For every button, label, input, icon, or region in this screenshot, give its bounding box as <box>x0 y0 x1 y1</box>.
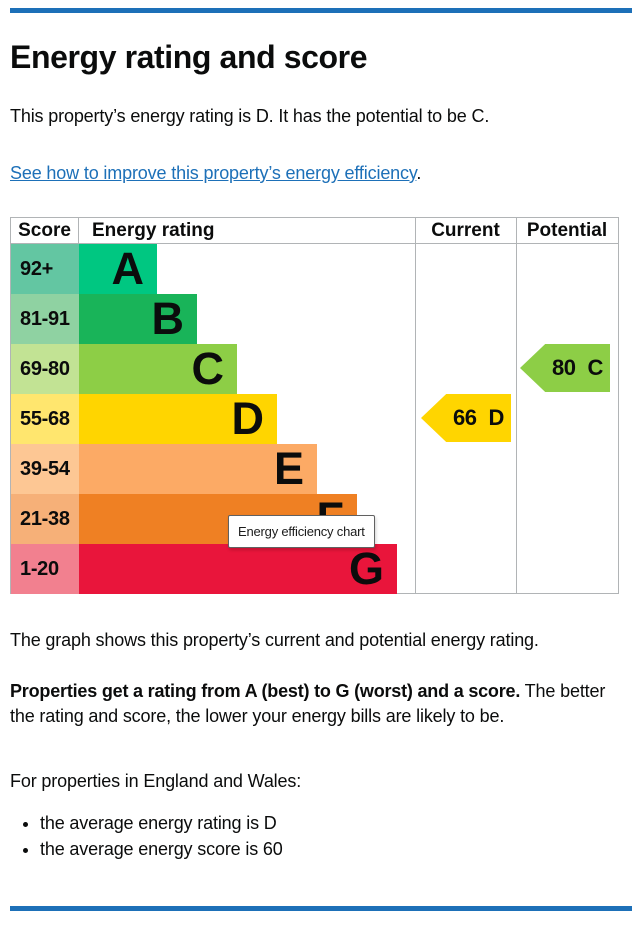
improve-link[interactable]: See how to improve this property’s energ… <box>10 163 417 183</box>
band-row: 55-68 D <box>11 394 618 444</box>
epc-chart-header: Score Energy rating Current Potential <box>11 218 618 244</box>
region-note: For properties in England and Wales: <box>10 771 302 791</box>
band-row: 1-20 G <box>11 544 618 594</box>
rating-explanation-rest: The better the rating and score, the low… <box>10 681 606 726</box>
intro-text: This property’s energy rating is D. It h… <box>10 106 490 126</box>
band-letter: D <box>231 393 264 444</box>
band-letter: G <box>348 543 384 594</box>
column-divider-current <box>415 218 416 593</box>
band-score-range: 81-91 <box>11 294 79 344</box>
bottom-accent-bar <box>10 906 632 911</box>
band-bar: B <box>79 294 197 344</box>
band-score-range: 92+ <box>11 244 79 294</box>
potential-score-value: 80 <box>552 355 576 380</box>
band-bar: A <box>79 244 157 294</box>
band-score-range: 1-20 <box>11 544 79 594</box>
current-score-value: 66 <box>453 405 477 430</box>
chart-header-score: Score <box>11 218 79 243</box>
band-score-range: 39-54 <box>11 444 79 494</box>
band-score-range: 21-38 <box>11 494 79 544</box>
band-letter: E <box>273 443 304 494</box>
band-bar: E <box>79 444 317 494</box>
band-bar: C <box>79 344 237 394</box>
improve-link-paragraph: See how to improve this property’s energ… <box>10 161 632 185</box>
graph-caption: The graph shows this property’s current … <box>10 630 539 650</box>
band-row: 81-91 B <box>11 294 618 344</box>
column-divider-potential <box>516 218 517 593</box>
band-letter: B <box>151 293 184 344</box>
current-band-letter: D <box>488 405 504 430</box>
epc-chart: Score Energy rating Current Potential 92… <box>10 217 619 594</box>
chart-header-energy-rating: Energy rating <box>92 219 215 241</box>
rating-explanation-bold: Properties get a rating from A (best) to… <box>10 681 521 701</box>
chart-header-potential: Potential <box>526 219 608 241</box>
band-letter: A <box>111 243 144 294</box>
list-item-average-rating: the average energy rating is D <box>40 810 632 836</box>
list-item-average-score: the average energy score is 60 <box>40 836 632 862</box>
band-bar: D <box>79 394 277 444</box>
band-letter: C <box>191 343 224 394</box>
band-score-range: 69-80 <box>11 344 79 394</box>
top-accent-bar <box>10 8 632 13</box>
improve-link-period: . <box>416 163 422 183</box>
band-score-range: 55-68 <box>11 394 79 444</box>
band-row: 39-54 E <box>11 444 618 494</box>
potential-band-letter: C <box>587 355 603 380</box>
chart-header-current: Current <box>431 219 500 241</box>
band-bar: G <box>79 544 397 594</box>
chart-tooltip: Energy efficiency chart <box>228 515 375 548</box>
average-stats-list: the average energy rating is D the avera… <box>10 810 632 862</box>
band-row: 92+ A <box>11 244 618 294</box>
page-title: Energy rating and score <box>10 39 368 75</box>
rating-explanation: Properties get a rating from A (best) to… <box>10 679 632 729</box>
band-row: 69-80 C <box>11 344 618 394</box>
